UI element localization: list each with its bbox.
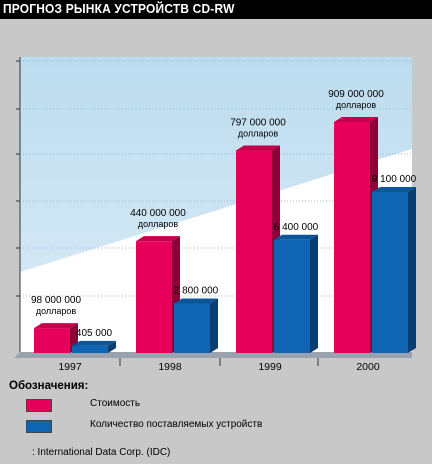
bar-units-1999-top	[274, 234, 318, 240]
bar-units-1998-front	[174, 303, 210, 353]
bar-units-1998-side	[210, 298, 218, 353]
data-label-units-2000: 9 100 000	[372, 174, 417, 185]
data-label-units-1997: 405 000	[76, 328, 113, 339]
bar-units-2000-side	[408, 187, 416, 353]
bar-cost-1998	[136, 236, 180, 353]
bar-cost-2000-top	[334, 117, 378, 122]
bar-units-1997-side	[108, 340, 116, 353]
bar-cost-1999-top	[236, 145, 280, 151]
data-label-cost-unit-2000: долларов	[336, 100, 377, 110]
bar-units-1997-top	[72, 340, 116, 346]
x-tick-label-1999: 1999	[258, 361, 282, 373]
data-label-units-1998: 2 800 000	[174, 285, 219, 296]
bar-cost-1997-front	[34, 328, 70, 353]
x-tick-label-2000: 2000	[356, 361, 380, 373]
bar-cost-1999	[236, 145, 280, 353]
bar-units-1999	[274, 234, 318, 353]
bar-cost-1998-top	[136, 236, 180, 242]
legend-heading: Обозначения:	[9, 380, 89, 392]
bar-cost-1997	[34, 323, 78, 353]
bar-units-1998	[174, 298, 218, 353]
chart-title: ПРОГНОЗ РЫНКА УСТРОЙСТВ CD-RW	[3, 1, 235, 16]
legend-label-units: Количество поставляемых устройств	[90, 419, 263, 430]
bar-cost-1997-top	[34, 323, 78, 329]
bar-units-2000	[372, 187, 416, 353]
bar-units-1998-top	[174, 298, 218, 304]
bar-units-2000-front	[372, 192, 408, 353]
data-label-cost-1998: 440 000 000	[130, 208, 186, 219]
data-label-cost-1999: 797 000 000	[230, 117, 286, 128]
legend-label-cost: Стоимость	[90, 398, 141, 409]
data-label-cost-2000: 909 000 000	[328, 89, 384, 100]
bar-units-1999-side	[310, 234, 318, 353]
bar-units-1997	[72, 340, 116, 353]
data-label-cost-unit-1998: долларов	[138, 219, 179, 229]
bar-cost-1999-front	[236, 150, 272, 353]
bar-cost-2000	[334, 117, 378, 353]
data-label-cost-unit-1999: долларов	[238, 128, 279, 138]
title-bar: ПРОГНОЗ РЫНКА УСТРОЙСТВ CD-RW	[0, 0, 432, 19]
bar-units-1999-front	[274, 239, 310, 353]
bar-cost-1998-front	[136, 241, 172, 353]
x-tick-label-1998: 1998	[158, 361, 182, 373]
bar-units-1997-front	[72, 345, 108, 353]
data-label-cost-unit-1997: долларов	[36, 306, 77, 316]
source-note: : International Data Corp. (IDC)	[32, 447, 171, 458]
bar-cost-2000-front	[334, 122, 370, 353]
data-label-units-1999: 6 400 000	[274, 222, 319, 233]
bar-units-2000-top	[372, 187, 416, 192]
data-label-cost-1997: 98 000 000	[31, 295, 81, 306]
plot-floor	[14, 352, 412, 358]
x-tick-label-1997: 1997	[58, 361, 82, 373]
legend-swatch-units	[26, 420, 52, 433]
legend-swatch-cost	[26, 399, 52, 412]
